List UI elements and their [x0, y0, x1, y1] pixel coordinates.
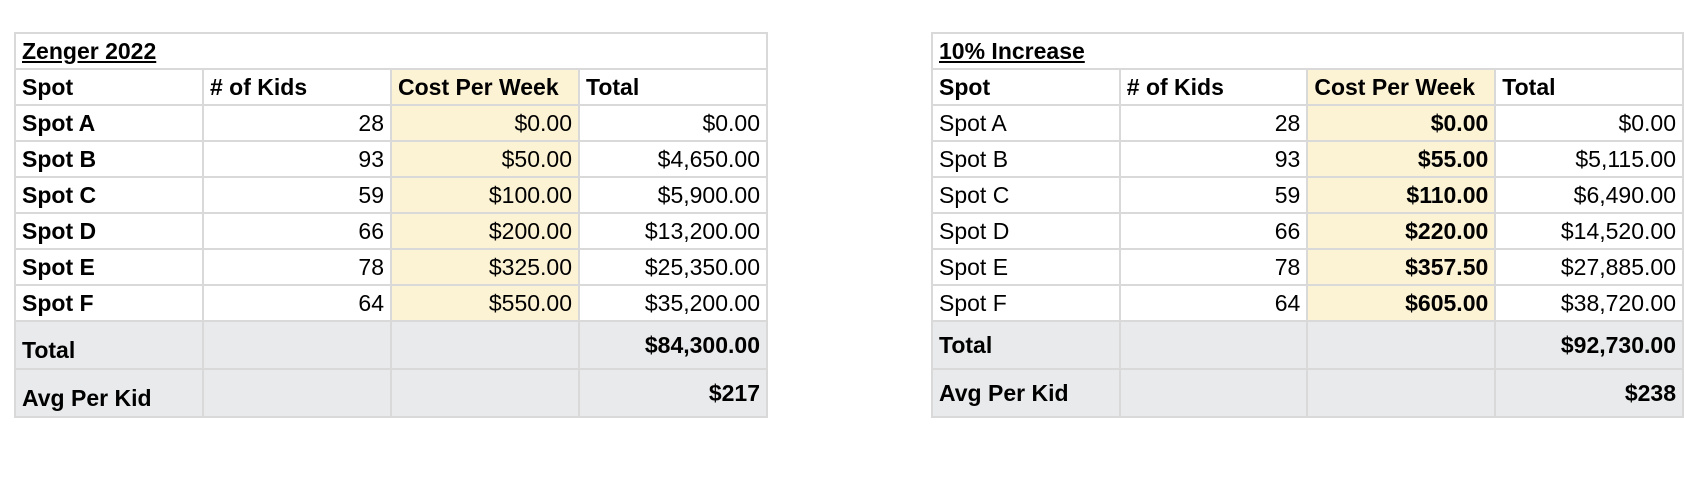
- cost-cell[interactable]: $0.00: [390, 104, 580, 142]
- total-cell[interactable]: $5,900.00: [578, 176, 768, 214]
- spot-cell[interactable]: Spot C: [14, 176, 204, 214]
- cost-cell[interactable]: $605.00: [1306, 284, 1497, 322]
- spot-cell[interactable]: Spot F: [931, 284, 1121, 322]
- table-row: Spot E 78 $325.00 $25,350.00: [14, 248, 768, 286]
- spot-cell[interactable]: Spot A: [14, 104, 204, 142]
- table-row: Spot E 78 $357.50 $27,885.00: [931, 248, 1684, 286]
- table-row: Spot D 66 $200.00 $13,200.00: [14, 212, 768, 250]
- header-spot[interactable]: Spot: [14, 68, 204, 106]
- header-kids[interactable]: # of Kids: [1118, 68, 1309, 106]
- table-body: Zenger 2022 Spot # of Kids Cost Per Week…: [14, 32, 768, 418]
- table-body: 10% Increase Spot # of Kids Cost Per Wee…: [931, 32, 1684, 418]
- header-cost[interactable]: Cost Per Week: [1306, 68, 1497, 106]
- total-cell[interactable]: $5,115.00: [1494, 140, 1684, 178]
- table-row: Spot A 28 $0.00 $0.00: [931, 104, 1684, 142]
- cost-cell[interactable]: $220.00: [1306, 212, 1497, 250]
- table-row: Spot A 28 $0.00 $0.00: [14, 104, 768, 142]
- spot-cell[interactable]: Spot F: [14, 284, 204, 322]
- spot-cell[interactable]: Spot D: [931, 212, 1121, 250]
- header-kids[interactable]: # of Kids: [202, 68, 392, 106]
- kids-cell[interactable]: 64: [202, 284, 392, 322]
- table-row: Spot D 66 $220.00 $14,520.00: [931, 212, 1684, 250]
- spot-cell[interactable]: Spot D: [14, 212, 204, 250]
- total-cell[interactable]: $4,650.00: [578, 140, 768, 178]
- ten-percent-increase-table: 10% Increase Spot # of Kids Cost Per Wee…: [931, 32, 1684, 418]
- total-cell[interactable]: $6,490.00: [1494, 176, 1684, 214]
- total-label[interactable]: Total: [931, 320, 1121, 370]
- table-title[interactable]: 10% Increase: [931, 32, 1684, 70]
- grand-total-value[interactable]: $92,730.00: [1494, 320, 1684, 370]
- header-spot[interactable]: Spot: [931, 68, 1121, 106]
- spot-cell[interactable]: Spot E: [14, 248, 204, 286]
- total-cell[interactable]: $0.00: [1494, 104, 1684, 142]
- total-cell[interactable]: $27,885.00: [1494, 248, 1684, 286]
- total-row: Total $84,300.00: [14, 320, 768, 370]
- total-cell[interactable]: $14,520.00: [1494, 212, 1684, 250]
- spot-cell[interactable]: Spot B: [931, 140, 1121, 178]
- header-row: Spot # of Kids Cost Per Week Total: [14, 68, 768, 106]
- grand-total-value[interactable]: $84,300.00: [578, 320, 768, 370]
- total-cell[interactable]: $38,720.00: [1494, 284, 1684, 322]
- spot-cell[interactable]: Spot E: [931, 248, 1121, 286]
- cost-cell[interactable]: $0.00: [1306, 104, 1497, 142]
- total-row: Total $92,730.00: [931, 320, 1684, 370]
- kids-cell[interactable]: 66: [202, 212, 392, 250]
- header-total[interactable]: Total: [1494, 68, 1684, 106]
- table-row: Spot F 64 $550.00 $35,200.00: [14, 284, 768, 322]
- total-cell[interactable]: $35,200.00: [578, 284, 768, 322]
- kids-cell[interactable]: 78: [1118, 248, 1309, 286]
- total-cell[interactable]: $25,350.00: [578, 248, 768, 286]
- avg-label[interactable]: Avg Per Kid: [14, 368, 204, 418]
- header-cost[interactable]: Cost Per Week: [390, 68, 580, 106]
- spot-cell[interactable]: Spot A: [931, 104, 1121, 142]
- header-row: Spot # of Kids Cost Per Week Total: [931, 68, 1684, 106]
- total-label[interactable]: Total: [14, 320, 204, 370]
- total-cell[interactable]: $13,200.00: [578, 212, 768, 250]
- empty-cell[interactable]: [1118, 368, 1309, 418]
- header-total[interactable]: Total: [578, 68, 768, 106]
- empty-cell[interactable]: [1306, 368, 1497, 418]
- title-row: Zenger 2022: [14, 32, 768, 70]
- avg-value[interactable]: $238: [1494, 368, 1684, 418]
- spot-cell[interactable]: Spot B: [14, 140, 204, 178]
- empty-cell[interactable]: [390, 320, 580, 370]
- empty-cell[interactable]: [1306, 320, 1497, 370]
- kids-cell[interactable]: 28: [1118, 104, 1309, 142]
- kids-cell[interactable]: 93: [1118, 140, 1309, 178]
- table-title[interactable]: Zenger 2022: [14, 32, 768, 70]
- cost-cell[interactable]: $110.00: [1306, 176, 1497, 214]
- empty-cell[interactable]: [390, 368, 580, 418]
- avg-label[interactable]: Avg Per Kid: [931, 368, 1121, 418]
- spot-cell[interactable]: Spot C: [931, 176, 1121, 214]
- total-cell[interactable]: $0.00: [578, 104, 768, 142]
- kids-cell[interactable]: 59: [202, 176, 392, 214]
- kids-cell[interactable]: 28: [202, 104, 392, 142]
- cost-cell[interactable]: $325.00: [390, 248, 580, 286]
- kids-cell[interactable]: 64: [1118, 284, 1309, 322]
- table-row: Spot C 59 $110.00 $6,490.00: [931, 176, 1684, 214]
- empty-cell[interactable]: [202, 368, 392, 418]
- avg-value[interactable]: $217: [578, 368, 768, 418]
- empty-cell[interactable]: [1118, 320, 1309, 370]
- cost-cell[interactable]: $50.00: [390, 140, 580, 178]
- kids-cell[interactable]: 78: [202, 248, 392, 286]
- zenger-2022-table: Zenger 2022 Spot # of Kids Cost Per Week…: [14, 32, 768, 418]
- cost-cell[interactable]: $55.00: [1306, 140, 1497, 178]
- cost-cell[interactable]: $200.00: [390, 212, 580, 250]
- table-row: Spot C 59 $100.00 $5,900.00: [14, 176, 768, 214]
- kids-cell[interactable]: 93: [202, 140, 392, 178]
- title-row: 10% Increase: [931, 32, 1684, 70]
- kids-cell[interactable]: 66: [1118, 212, 1309, 250]
- cost-cell[interactable]: $100.00: [390, 176, 580, 214]
- table-row: Spot F 64 $605.00 $38,720.00: [931, 284, 1684, 322]
- avg-row: Avg Per Kid $238: [931, 368, 1684, 418]
- avg-row: Avg Per Kid $217: [14, 368, 768, 418]
- table-row: Spot B 93 $50.00 $4,650.00: [14, 140, 768, 178]
- table-row: Spot B 93 $55.00 $5,115.00: [931, 140, 1684, 178]
- cost-cell[interactable]: $550.00: [390, 284, 580, 322]
- empty-cell[interactable]: [202, 320, 392, 370]
- kids-cell[interactable]: 59: [1118, 176, 1309, 214]
- cost-cell[interactable]: $357.50: [1306, 248, 1497, 286]
